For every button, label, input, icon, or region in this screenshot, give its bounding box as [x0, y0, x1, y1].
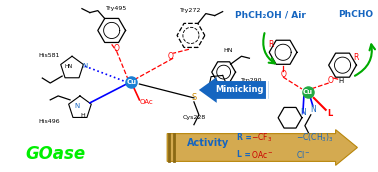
Text: O: O — [167, 52, 173, 61]
Text: N: N — [310, 105, 316, 114]
Text: Cys228: Cys228 — [182, 115, 206, 120]
Text: $-$CF$_3$: $-$CF$_3$ — [251, 131, 273, 144]
Text: L: L — [327, 109, 332, 118]
Text: His581: His581 — [38, 53, 60, 58]
Text: HN: HN — [224, 48, 233, 53]
FancyArrow shape — [199, 77, 268, 103]
Text: Trp290: Trp290 — [242, 78, 263, 83]
Text: L =: L = — [237, 150, 250, 159]
Text: Try495: Try495 — [106, 6, 127, 11]
Text: R: R — [268, 40, 274, 49]
Text: HN: HN — [65, 64, 73, 69]
Text: H: H — [338, 78, 343, 84]
Text: Cu: Cu — [126, 79, 136, 85]
Text: Cu: Cu — [303, 89, 313, 95]
Text: GOase: GOase — [25, 146, 85, 163]
Text: His496: His496 — [38, 119, 60, 124]
Text: R: R — [354, 53, 359, 62]
Text: N: N — [300, 108, 306, 117]
Text: O: O — [328, 76, 334, 85]
Text: S: S — [191, 93, 197, 102]
Text: Mimicking: Mimicking — [215, 85, 264, 94]
Text: N: N — [82, 63, 88, 69]
FancyArrow shape — [167, 130, 358, 165]
Text: O: O — [280, 70, 286, 79]
Text: PhCHO: PhCHO — [338, 10, 373, 19]
Text: O: O — [114, 44, 119, 53]
Text: PhCH₂OH / Air: PhCH₂OH / Air — [235, 10, 306, 19]
Text: Cl$^-$: Cl$^-$ — [296, 149, 311, 160]
Text: OAc$^-$: OAc$^-$ — [251, 149, 274, 160]
Text: Activity: Activity — [187, 138, 229, 148]
Text: $-$C(CH$_3$)$_3$: $-$C(CH$_3$)$_3$ — [296, 131, 333, 144]
Text: R =: R = — [237, 133, 251, 142]
Text: N: N — [74, 103, 80, 109]
Text: H: H — [81, 113, 85, 118]
Text: OAc: OAc — [139, 99, 153, 105]
Text: Try272: Try272 — [180, 8, 201, 13]
